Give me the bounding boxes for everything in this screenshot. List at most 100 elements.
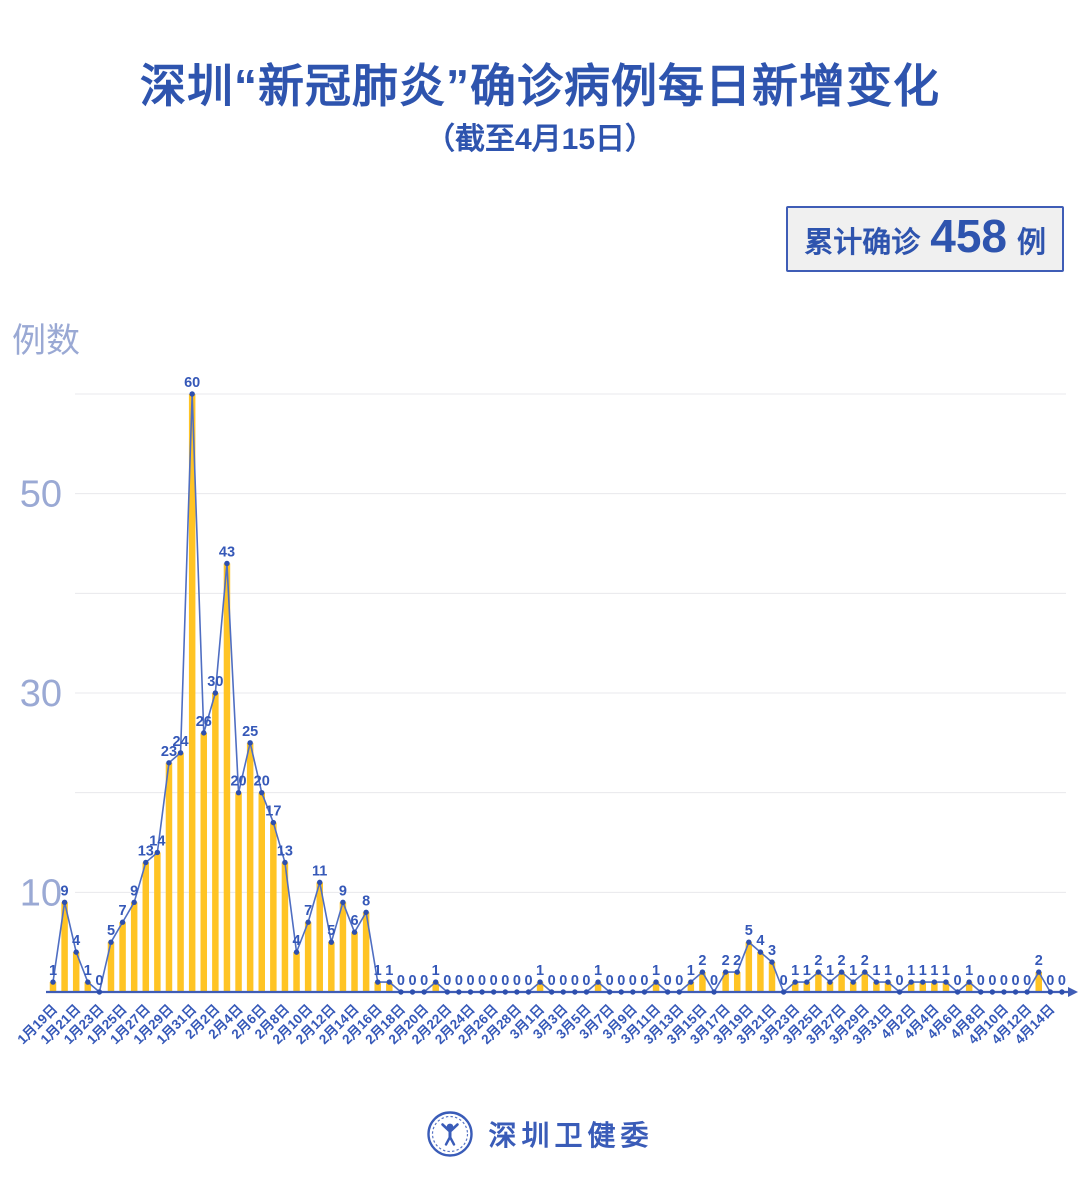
data-point (966, 979, 972, 985)
data-point (618, 989, 624, 995)
bar (177, 752, 184, 992)
bar (258, 792, 265, 992)
value-label: 14 (149, 833, 165, 849)
bar (339, 902, 347, 992)
value-label: 1 (919, 963, 927, 979)
data-point (166, 760, 172, 766)
data-point (85, 979, 91, 985)
data-point (815, 969, 822, 975)
data-point (96, 989, 103, 995)
value-label: 5 (107, 923, 115, 939)
y-tick-label: 10 (20, 872, 62, 914)
y-tick-label: 50 (20, 474, 62, 516)
data-point (444, 989, 450, 995)
value-label: 0 (95, 973, 103, 989)
value-label: 0 (490, 973, 498, 989)
bar (270, 822, 277, 992)
data-point (630, 989, 636, 995)
data-point (885, 979, 891, 985)
brand-name: 深圳卫健委 (488, 1120, 654, 1151)
data-point (467, 989, 474, 995)
value-label: 1 (803, 963, 811, 979)
data-point (212, 690, 219, 696)
value-label: 1 (965, 963, 973, 979)
value-label: 5 (745, 923, 753, 939)
value-label: 0 (640, 973, 648, 989)
value-label: 0 (606, 973, 614, 989)
bar (942, 982, 950, 992)
data-point (108, 939, 114, 945)
data-point (989, 989, 996, 995)
bar (849, 982, 857, 992)
value-label: 1 (687, 963, 695, 979)
bar (200, 732, 208, 992)
value-label: 0 (1023, 973, 1031, 989)
bar (72, 952, 80, 992)
data-point (896, 989, 903, 995)
value-label: 1 (374, 963, 382, 979)
value-label: 2 (722, 953, 730, 969)
bar (965, 982, 973, 992)
value-label: 9 (130, 883, 138, 899)
shenzhen-health-commission-logo-icon (427, 1111, 474, 1157)
bar (815, 972, 822, 992)
data-point (305, 919, 311, 925)
value-label: 1 (385, 963, 393, 979)
value-label: 0 (478, 973, 486, 989)
value-label: 0 (548, 973, 556, 989)
value-label: 1 (49, 963, 57, 979)
bar (838, 972, 845, 992)
value-label: 1 (594, 963, 602, 979)
value-label: 9 (339, 883, 347, 899)
data-point (1001, 989, 1007, 995)
value-label: 17 (265, 804, 281, 820)
data-point (1024, 989, 1030, 995)
badge-unit-label: 例 (1016, 227, 1046, 259)
data-point (433, 979, 439, 985)
y-tick-label: 30 (20, 673, 62, 715)
footer-brand: 深圳卫健委 (0, 1110, 1080, 1158)
data-point (490, 989, 497, 995)
bar (281, 862, 289, 992)
data-point (351, 929, 358, 935)
data-point (456, 989, 462, 995)
value-label: 20 (254, 774, 270, 790)
data-point (676, 989, 682, 995)
data-point (734, 969, 740, 975)
value-label: 0 (710, 973, 718, 989)
value-label: 1 (791, 963, 799, 979)
value-label: 0 (443, 973, 451, 989)
bar (768, 962, 776, 992)
data-point (954, 989, 961, 995)
value-label: 0 (455, 973, 463, 989)
bar (652, 982, 660, 992)
data-point (606, 989, 613, 995)
value-label: 26 (196, 714, 212, 730)
bar (861, 972, 869, 992)
value-label: 0 (954, 973, 962, 989)
bar (745, 942, 753, 992)
bar (165, 762, 173, 992)
y-axis-title: 例数 (12, 322, 80, 360)
value-label: 0 (524, 973, 532, 989)
value-label: 0 (559, 973, 567, 989)
value-label: 1 (907, 963, 915, 979)
data-point (792, 979, 798, 985)
data-point (201, 730, 207, 736)
value-label: 9 (61, 883, 69, 899)
data-point (177, 750, 184, 756)
data-point (143, 859, 149, 866)
bar (884, 982, 892, 992)
bar (154, 852, 161, 992)
value-label: 1 (826, 963, 834, 979)
bar (188, 393, 196, 992)
value-label: 20 (230, 774, 246, 790)
value-label: 1 (432, 963, 440, 979)
value-label: 3 (768, 943, 776, 959)
data-point (502, 989, 508, 995)
data-point (862, 969, 868, 975)
data-point (340, 899, 346, 905)
value-label: 1 (930, 963, 938, 979)
bar (374, 982, 381, 992)
data-point (189, 391, 195, 397)
